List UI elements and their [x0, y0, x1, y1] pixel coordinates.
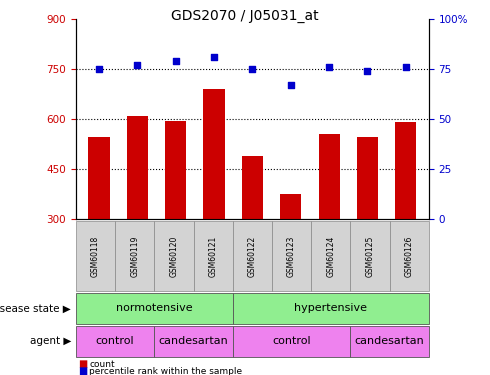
Bar [395, 122, 416, 219]
Bar [280, 194, 301, 219]
Bar [318, 134, 340, 219]
Text: ■: ■ [78, 366, 88, 375]
Text: control: control [96, 336, 134, 346]
Text: GDS2070 / J05031_at: GDS2070 / J05031_at [171, 9, 319, 23]
Bar [88, 138, 109, 219]
Text: GSM60121: GSM60121 [209, 236, 218, 277]
Text: GSM60118: GSM60118 [91, 236, 100, 277]
Text: GSM60125: GSM60125 [366, 235, 374, 277]
Point [248, 66, 256, 72]
Bar [357, 138, 378, 219]
Text: ■: ■ [78, 360, 88, 369]
Text: agent ▶: agent ▶ [30, 336, 71, 346]
Point [364, 68, 371, 74]
Text: hypertensive: hypertensive [294, 303, 367, 313]
Text: candesartan: candesartan [355, 336, 424, 346]
Text: GSM60122: GSM60122 [248, 236, 257, 277]
Point [133, 62, 141, 68]
Text: GSM60120: GSM60120 [170, 235, 178, 277]
Text: disease state ▶: disease state ▶ [0, 303, 71, 313]
Bar [165, 121, 186, 219]
Text: GSM60124: GSM60124 [326, 235, 335, 277]
Text: GSM60119: GSM60119 [130, 235, 139, 277]
Text: normotensive: normotensive [116, 303, 193, 313]
Text: percentile rank within the sample: percentile rank within the sample [89, 367, 242, 375]
Text: count: count [89, 360, 115, 369]
Bar [242, 156, 263, 219]
Point [210, 54, 218, 60]
Bar [127, 116, 148, 219]
Point [325, 64, 333, 70]
Bar [203, 89, 224, 219]
Text: candesartan: candesartan [159, 336, 228, 346]
Text: GSM60126: GSM60126 [405, 235, 414, 277]
Point [402, 64, 410, 70]
Text: control: control [272, 336, 311, 346]
Point [287, 82, 294, 88]
Text: GSM60123: GSM60123 [287, 235, 296, 277]
Point [172, 58, 179, 64]
Point [95, 66, 103, 72]
